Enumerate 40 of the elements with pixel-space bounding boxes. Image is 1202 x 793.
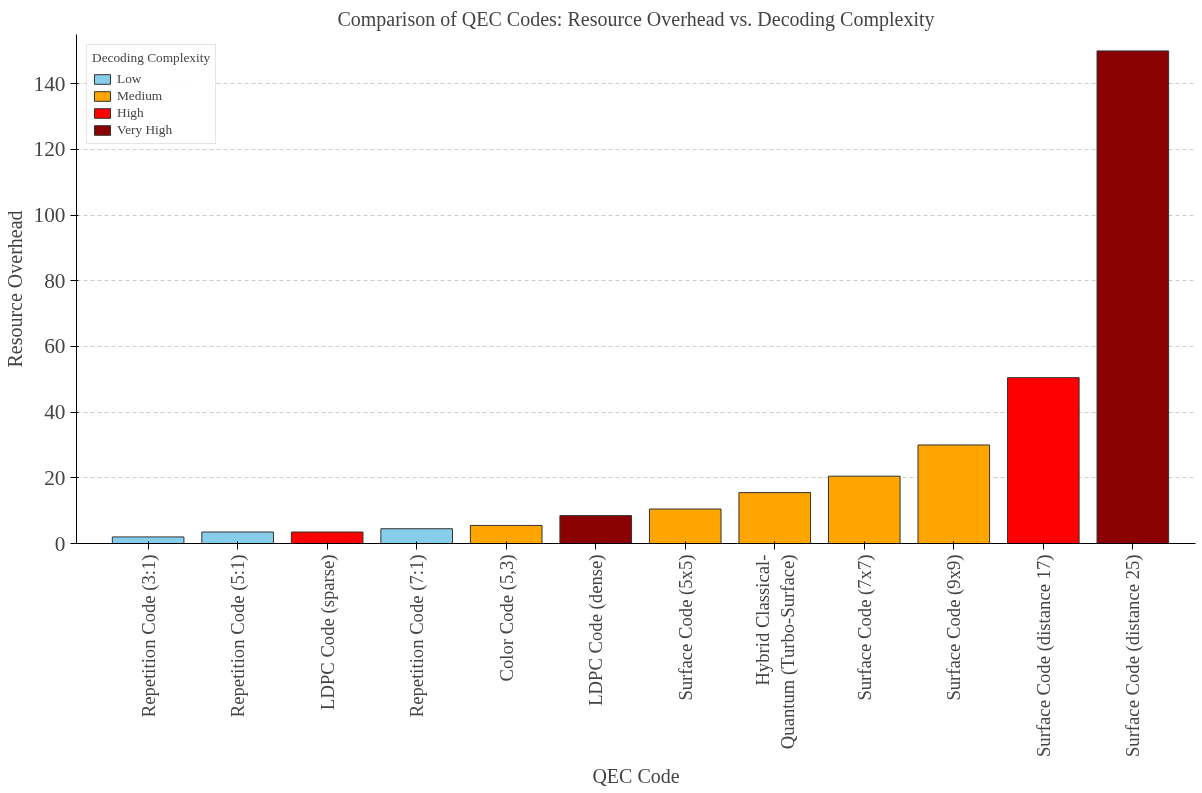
x-tick-label: Repetition Code (7:1) — [406, 554, 429, 718]
x-tick-label: Surface Code (distance 17) — [1032, 554, 1055, 758]
y-axis-title: Resource Overhead — [3, 210, 26, 368]
y-tick-label: 0 — [54, 531, 66, 556]
legend-label: Medium — [117, 88, 163, 104]
legend-label: Low — [117, 71, 142, 87]
x-tick-label: Surface Code (distance 25) — [1122, 554, 1145, 758]
y-tick-label: 80 — [44, 268, 66, 293]
bar — [201, 531, 274, 544]
bar — [648, 508, 722, 544]
x-tick-label: Surface Code (5x5) — [674, 554, 697, 701]
x-tick-label: LDPC Code (dense) — [585, 554, 608, 706]
bar — [290, 531, 364, 544]
x-tick-label: Repetition Code (3:1) — [137, 554, 160, 718]
legend-label: High — [117, 105, 144, 121]
bar — [827, 475, 901, 544]
x-tick-label: Repetition Code (5:1) — [227, 554, 250, 718]
legend-label: Very High — [117, 122, 173, 138]
chart-title: Comparison of QEC Codes: Resource Overhead vs. Decoding Complexity — [337, 7, 935, 31]
x-tick-label: Surface Code (7x7) — [853, 554, 876, 701]
bar — [917, 444, 991, 544]
x-axis-title: QEC Code — [592, 765, 680, 788]
bar — [559, 515, 633, 544]
y-tick-label: 40 — [44, 400, 66, 425]
bar — [380, 528, 453, 544]
bar — [1007, 377, 1080, 544]
y-tick-label: 20 — [44, 465, 66, 490]
y-tick-label: 140 — [33, 71, 66, 96]
x-tick-label: LDPC Code (sparse) — [316, 554, 339, 710]
y-tick-label: 120 — [33, 137, 66, 162]
bar — [469, 524, 543, 544]
bar — [738, 492, 812, 544]
bar — [111, 536, 185, 544]
legend-title: Decoding Complexity — [92, 50, 211, 66]
x-tick-label: Surface Code (9x9) — [943, 554, 966, 701]
bar — [1096, 50, 1170, 544]
y-tick-label: 60 — [44, 334, 66, 359]
x-tick-label: Color Code (5,3) — [495, 554, 518, 682]
x-tick-label: Hybrid Classical- Quantum (Turbo-Surface) — [751, 554, 799, 750]
y-tick-label: 100 — [33, 203, 66, 228]
